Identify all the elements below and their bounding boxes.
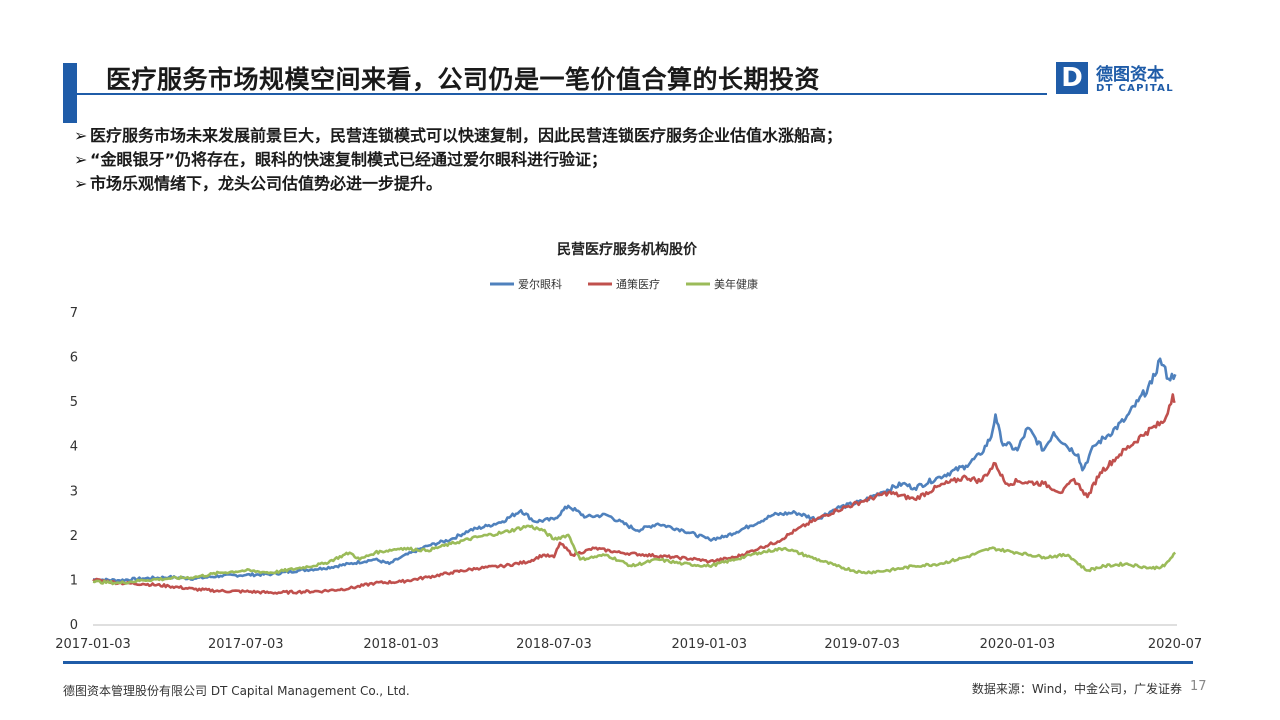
y-tick-label: 3 [70,484,78,499]
bullet-item: ➢ 医疗服务市场未来发展前景巨大，民营连锁模式可以快速复制，因此民营连锁医疗服务企… [74,124,842,148]
bullet-arrow-icon: ➢ [74,150,88,169]
title-underline [77,93,1047,95]
bullet-list: ➢ 医疗服务市场未来发展前景巨大，民营连锁模式可以快速复制，因此民营连锁医疗服务企… [74,124,842,196]
page-number: 17 [1190,679,1207,694]
y-tick-label: 7 [70,306,78,321]
legend-label: 爱尔眼科 [518,277,562,291]
bullet-arrow-icon: ➢ [74,174,88,193]
y-tick-label: 0 [70,618,78,633]
y-tick-label: 2 [70,529,78,544]
x-tick-label: 2020-07 [1148,637,1202,652]
chart-title: 民营医疗服务机构股价 [557,241,698,258]
x-tick-label: 2017-01-03 [55,637,131,652]
logo-english-name: DT CAPITAL [1096,83,1174,94]
x-tick-label: 2018-01-03 [363,637,439,652]
page-title: 医疗服务市场规模空间来看，公司仍是一笔价值合算的长期投资 [106,65,821,94]
footer-company: 德图资本管理股份有限公司 DT Capital Management Co., … [63,684,410,698]
y-tick-label: 6 [70,351,78,366]
y-tick-label: 1 [70,573,78,588]
footer-rule [63,661,1193,664]
logo-chinese-name: 德图资本 [1096,65,1164,85]
title-accent-bar [63,63,77,123]
series-line-3 [92,524,1177,586]
bullet-item: ➢ 市场乐观情绪下，龙头公司估值势必进一步提升。 [74,172,842,196]
bullet-item: ➢ “金眼银牙”仍将存在，眼科的快速复制模式已经通过爱尔眼科进行验证； [74,148,842,172]
legend-label: 美年健康 [714,277,758,291]
bullet-text: 医疗服务市场未来发展前景巨大，民营连锁模式可以快速复制，因此民营连锁医疗服务企业… [90,126,843,145]
x-tick-label: 2019-01-03 [672,637,748,652]
y-tick-label: 5 [70,395,78,410]
x-tick-label: 2020-01-03 [980,637,1056,652]
logo-mark-icon: D [1056,62,1088,94]
company-logo: D 德图资本 DT CAPITAL [1056,62,1186,96]
x-tick-label: 2019-07-03 [824,637,900,652]
y-tick-label: 4 [70,440,78,455]
footer-source: 数据来源：Wind，中金公司，广发证券 [971,682,1182,696]
bullet-text: 市场乐观情绪下，龙头公司估值势必进一步提升。 [90,174,443,193]
series-line-1 [92,357,1177,583]
legend-label: 通策医疗 [616,277,660,291]
x-tick-label: 2017-07-03 [208,637,284,652]
bullet-text: “金眼银牙”仍将存在，眼科的快速复制模式已经通过爱尔眼科进行验证； [90,150,608,169]
x-tick-label: 2018-07-03 [516,637,592,652]
series-line-2 [92,393,1176,595]
bullet-arrow-icon: ➢ [74,126,88,145]
